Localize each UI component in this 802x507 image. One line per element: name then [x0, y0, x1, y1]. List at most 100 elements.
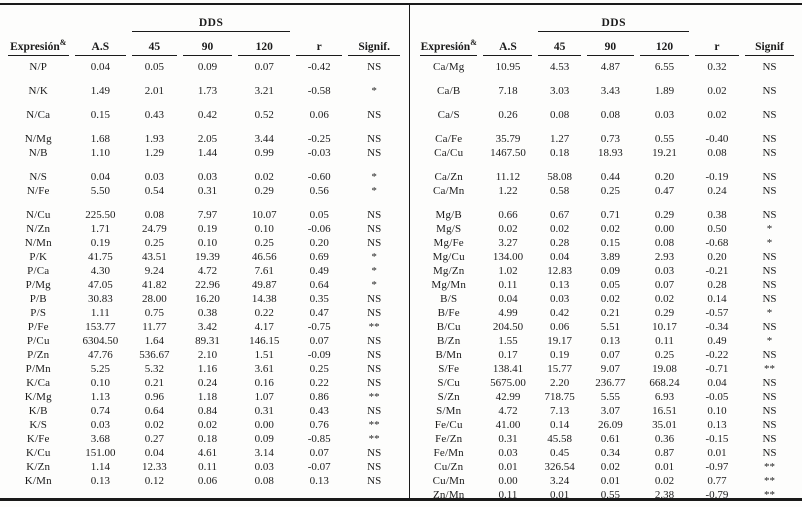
cell-signif: NS	[367, 223, 382, 235]
table-row: P/Mg 47.05 41.82 22.96 49.87 0.64 *	[8, 278, 400, 292]
column-header-as: A.S	[74, 32, 127, 56]
cell-r: -0.60	[307, 171, 331, 183]
cell-dds90: 0.07	[600, 349, 620, 361]
cell-dds45: 0.25	[144, 237, 164, 249]
cell-dds90: 0.84	[197, 405, 218, 417]
group-spacer	[8, 160, 400, 170]
cell-dds45: 0.02	[144, 419, 164, 431]
cell-dds45: 536.67	[139, 349, 170, 361]
cell-dds90: 0.08	[600, 109, 620, 121]
cell-r: -0.40	[705, 133, 729, 145]
cell-as: 6304.50	[82, 335, 119, 347]
table-row: Ca/B 7.18 3.03 3.43 1.89 0.02 NS	[420, 84, 794, 98]
cell-dds120: 0.03	[254, 461, 274, 473]
cell-dds90: 7.97	[197, 209, 218, 221]
cell-r: 0.49	[309, 265, 329, 277]
cell-as: 5.50	[90, 185, 110, 197]
table-row: Ca/Zn 11.12 58.08 0.44 0.20 -0.19 NS	[420, 170, 794, 184]
cell-as: 1.68	[90, 133, 110, 145]
table-row: Ca/Cu 1467.50 0.18 18.93 19.21 0.08 NS	[420, 146, 794, 160]
cell-dds45: 12.83	[547, 265, 572, 277]
cell-signif: *	[766, 223, 773, 235]
group-spacer	[8, 98, 400, 108]
cell-dds120: 0.00	[654, 223, 675, 235]
table-row: S/Cu 5675.00 2.20 236.77 668.24 0.04 NS	[420, 376, 794, 390]
cell-as: 3.27	[498, 237, 518, 249]
group-spacer	[420, 74, 794, 84]
table-row: K/B 0.74 0.64 0.84 0.31 0.43 NS	[8, 404, 400, 418]
cell-as: 151.00	[85, 447, 116, 459]
cell-as: 5.25	[90, 363, 110, 375]
cell-dds120: 0.02	[254, 171, 274, 183]
table-row: N/S 0.04 0.03 0.03 0.02 -0.60 *	[8, 170, 400, 184]
cell-dds45: 0.05	[144, 61, 164, 73]
cell-r: 0.28	[707, 279, 727, 291]
row-label: N/Ca	[26, 109, 51, 121]
cell-signif: NS	[367, 147, 382, 159]
cell-as: 1.14	[90, 461, 110, 473]
cell-dds120: 2.93	[654, 251, 675, 263]
cell-r: 0.13	[309, 475, 329, 487]
cell-dds120: 1.07	[254, 391, 274, 403]
row-label: Mg/S	[436, 223, 462, 235]
table-row: P/S 1.11 0.75 0.38 0.22 0.47 NS	[8, 306, 400, 320]
cell-signif: NS	[762, 279, 777, 291]
cell-dds120: 0.22	[254, 307, 274, 319]
row-label: Mg/Zn	[432, 265, 465, 277]
table-row: B/Zn 1.55 19.17 0.13 0.11 0.49 *	[420, 334, 794, 348]
cell-dds45: 0.27	[144, 433, 164, 445]
cell-dds45: 1.29	[144, 147, 164, 159]
cell-signif: *	[766, 335, 773, 347]
cell-dds90: 2.05	[197, 133, 218, 145]
table-row: B/Cu 204.50 0.06 5.51 10.17 -0.34 NS	[420, 320, 794, 334]
cell-dds45: 1.64	[144, 335, 164, 347]
table-row: N/K 1.49 2.01 1.73 3.21 -0.58 *	[8, 84, 400, 98]
cell-as: 35.79	[495, 133, 521, 145]
cell-r: 0.04	[707, 377, 727, 389]
cell-as: 1.71	[90, 223, 110, 235]
table-row: B/Mn 0.17 0.19 0.07 0.25 -0.22 NS	[420, 348, 794, 362]
cell-r: 0.64	[309, 279, 329, 291]
row-label: Ca/Mn	[432, 185, 465, 197]
cell-r: 0.47	[309, 307, 329, 319]
cell-dds45: 0.13	[549, 279, 570, 291]
cell-r: 0.69	[309, 251, 329, 263]
cell-as: 0.03	[90, 419, 110, 431]
ampersand-superscript: &	[59, 38, 67, 48]
table-row: Mg/B 0.66 0.67 0.71 0.29 0.38 NS	[420, 208, 794, 222]
cell-dds45: 0.08	[144, 209, 164, 221]
cell-dds120: 0.01	[654, 461, 675, 473]
cell-as: 204.50	[492, 321, 524, 333]
cell-dds45: 3.24	[549, 475, 570, 487]
row-label: P/Fe	[27, 321, 49, 333]
cell-r: -0.71	[705, 363, 729, 375]
cell-dds120: 0.87	[654, 447, 675, 459]
cell-dds90: 0.05	[600, 279, 620, 291]
row-label: P/Cu	[26, 335, 50, 347]
row-label: B/Mn	[435, 349, 462, 361]
cell-signif: **	[368, 433, 380, 445]
table-row: S/Fe 138.41 15.77 9.07 19.08 -0.71 **	[420, 362, 794, 376]
table-row: Ca/Fe 35.79 1.27 0.73 0.55 -0.40 NS	[420, 132, 794, 146]
row-label: S/Mn	[436, 405, 462, 417]
cell-dds90: 0.19	[197, 223, 218, 235]
cell-dds120: 3.44	[254, 133, 274, 145]
column-header-row: Expresión& A.S 45 90 120 r Signif	[420, 32, 794, 56]
cell-dds120: 0.47	[654, 185, 675, 197]
cell-r: 0.32	[707, 61, 727, 73]
table-half-left: DDS Expresión& A.S 45 90 120 r Signif. N…	[0, 6, 410, 502]
cell-dds120: 0.29	[654, 307, 675, 319]
cell-dds120: 0.03	[654, 265, 675, 277]
cell-as: 4.72	[498, 405, 518, 417]
cell-dds45: 0.58	[549, 185, 570, 197]
cell-dds90: 0.42	[197, 109, 218, 121]
cell-r: 0.05	[309, 209, 329, 221]
cell-dds90: 5.55	[600, 391, 620, 403]
cell-dds45: 5.32	[144, 363, 164, 375]
cell-dds90: 0.06	[197, 475, 218, 487]
cell-r: 0.76	[309, 419, 329, 431]
cell-r: 0.14	[707, 293, 727, 305]
cell-as: 47.76	[87, 349, 113, 361]
cell-as: 4.30	[90, 265, 110, 277]
table-row: K/Mg 1.13 0.96 1.18 1.07 0.86 **	[8, 390, 400, 404]
